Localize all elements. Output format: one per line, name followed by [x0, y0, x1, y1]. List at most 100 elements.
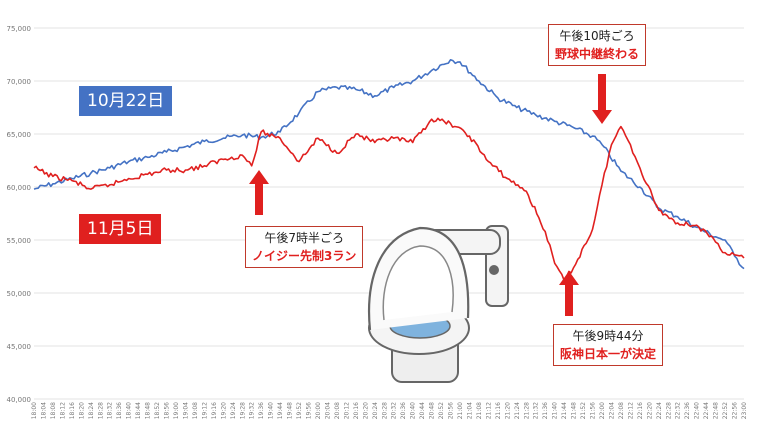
x-tick-label: 18:48 [145, 402, 152, 419]
x-tick-label: 19:00 [173, 402, 180, 419]
x-tick-label: 19:52 [296, 402, 303, 419]
annotation-broadcast-end-time: 午後10時ごろ [559, 29, 635, 43]
x-tick-label: 19:28 [239, 402, 246, 419]
annotation-broadcast-end-event: 野球中継終わる [555, 47, 640, 61]
x-tick-label: 20:16 [353, 402, 360, 419]
x-tick-label: 21:48 [571, 402, 578, 419]
x-tick-label: 19:56 [306, 402, 313, 419]
x-tick-label: 20:20 [362, 402, 369, 419]
x-tick-label: 22:32 [675, 402, 682, 419]
x-tick-label: 19:04 [182, 402, 189, 419]
x-tick-label: 20:08 [334, 402, 341, 419]
x-tick-label: 19:40 [268, 402, 275, 419]
annotation-champion-event: 阪神日本一が決定 [560, 347, 657, 361]
series-line-1 [33, 59, 745, 270]
x-tick-label: 22:44 [703, 402, 710, 419]
y-tick-label: 65,000 [7, 131, 32, 139]
annotation-champion: 午後9時44分 阪神日本一が決定 [553, 324, 664, 366]
x-tick-label: 22:16 [637, 402, 644, 419]
annotation-homerun-event: ノイジー先制3ラン [252, 249, 357, 263]
x-tick-label: 20:00 [315, 402, 322, 419]
x-tick-label: 19:20 [220, 402, 227, 419]
y-tick-label: 40,000 [7, 396, 32, 404]
x-tick-label: 22:56 [732, 402, 739, 419]
x-tick-label: 22:52 [722, 402, 729, 419]
x-tick-label: 18:00 [31, 402, 38, 419]
x-tick-label: 21:24 [514, 402, 521, 419]
x-tick-label: 22:00 [599, 402, 606, 419]
x-tick-label: 18:44 [135, 402, 142, 419]
x-tick-label: 21:44 [561, 402, 568, 419]
x-tick-label: 18:36 [116, 402, 123, 419]
x-tick-label: 19:48 [287, 402, 294, 419]
x-tick-label: 18:16 [69, 402, 76, 419]
x-tick-label: 18:52 [154, 402, 161, 419]
x-tick-label: 19:16 [211, 402, 218, 419]
x-tick-label: 21:52 [580, 402, 587, 419]
x-tick-label: 18:12 [59, 402, 66, 419]
series-lines [33, 59, 745, 282]
y-tick-label: 50,000 [7, 290, 32, 298]
x-tick-label: 22:40 [694, 402, 701, 419]
x-tick-label: 20:48 [429, 402, 436, 419]
x-tick-label: 22:36 [684, 402, 691, 419]
x-tick-label: 22:28 [665, 402, 672, 419]
legend-series-1: 10月22日 [79, 86, 173, 116]
x-tick-label: 21:40 [552, 402, 559, 419]
x-tick-label: 22:08 [618, 402, 625, 419]
x-tick-label: 18:56 [164, 402, 171, 419]
x-tick-label: 19:44 [277, 402, 284, 419]
annotation-homerun: 午後7時半ごろ ノイジー先制3ラン [245, 226, 364, 268]
y-tick-label: 60,000 [7, 184, 32, 192]
y-tick-label: 70,000 [7, 78, 32, 86]
x-tick-label: 21:04 [466, 402, 473, 419]
x-tick-label: 23:00 [741, 402, 748, 419]
x-tick-label: 21:00 [457, 402, 464, 419]
x-tick-label: 21:16 [495, 402, 502, 419]
annotation-homerun-time: 午後7時半ごろ [264, 231, 344, 245]
y-axis-ticks: 40,000 45,000 50,000 55,000 60,000 65,000 70,0… [7, 25, 32, 404]
x-tick-label: 20:44 [419, 402, 426, 419]
x-tick-label: 21:32 [533, 402, 540, 419]
annotation-broadcast-end: 午後10時ごろ 野球中継終わる [548, 24, 647, 66]
x-tick-label: 22:12 [627, 402, 634, 419]
annotation-champion-time: 午後9時44分 [572, 329, 644, 343]
x-tick-label: 18:40 [126, 402, 133, 419]
x-tick-label: 20:04 [324, 402, 331, 419]
arrow-down-icon [592, 74, 612, 124]
x-tick-label: 18:24 [88, 402, 95, 419]
x-tick-label: 22:20 [646, 402, 653, 419]
x-tick-label: 21:28 [523, 402, 530, 419]
x-tick-label: 21:56 [590, 402, 597, 419]
x-tick-label: 18:28 [97, 402, 104, 419]
y-tick-label: 75,000 [7, 25, 32, 33]
series-line-2 [33, 117, 745, 282]
arrow-up-icon [559, 271, 579, 316]
x-tick-label: 20:36 [400, 402, 407, 419]
x-tick-label: 18:08 [50, 402, 57, 419]
x-tick-label: 20:24 [372, 402, 379, 419]
x-tick-label: 21:36 [542, 402, 549, 419]
x-tick-label: 20:28 [381, 402, 388, 419]
x-tick-label: 18:04 [40, 402, 47, 419]
arrow-up-icon [249, 170, 269, 215]
x-tick-label: 20:12 [343, 402, 350, 419]
x-tick-label: 20:52 [438, 402, 445, 419]
x-tick-label: 19:24 [230, 402, 237, 419]
x-tick-label: 22:24 [656, 402, 663, 419]
x-tick-label: 19:12 [201, 402, 208, 419]
x-tick-label: 18:20 [78, 402, 85, 419]
legend-series-2: 11月5日 [79, 214, 162, 244]
x-tick-label: 22:04 [608, 402, 615, 419]
x-tick-label: 21:20 [504, 402, 511, 419]
y-tick-label: 45,000 [7, 343, 32, 351]
toilet-illustration-icon [368, 225, 509, 383]
y-tick-label: 55,000 [7, 237, 32, 245]
x-tick-label: 19:36 [258, 402, 265, 419]
x-tick-label: 20:32 [391, 402, 398, 419]
x-tick-label: 19:32 [249, 402, 256, 419]
x-tick-label: 21:08 [476, 402, 483, 419]
x-tick-label: 18:32 [107, 402, 114, 419]
x-tick-label: 20:56 [448, 402, 455, 419]
